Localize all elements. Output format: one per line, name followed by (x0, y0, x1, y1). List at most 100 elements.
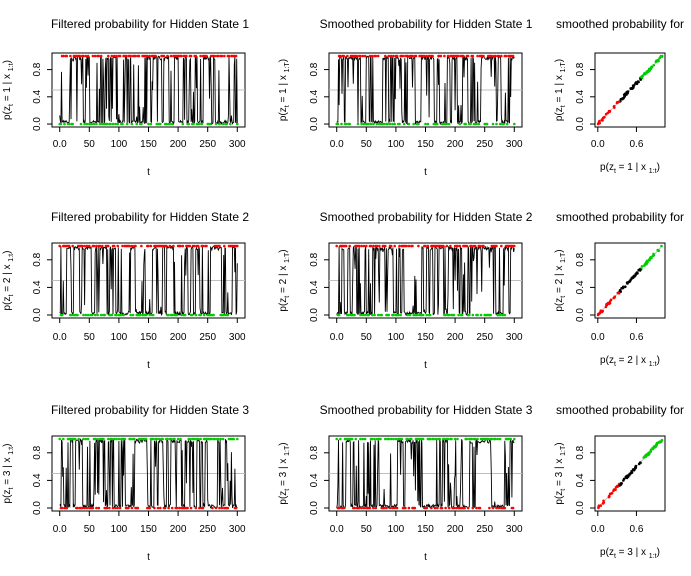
state-point (453, 437, 457, 441)
state-point (473, 244, 477, 248)
scatter-point (639, 78, 642, 81)
y-tick-label: 0.0 (575, 308, 586, 322)
label-part: = 3 | x (616, 547, 649, 558)
state-point (236, 244, 239, 248)
scatter-point (651, 447, 655, 451)
state-point (407, 244, 411, 248)
state-point (73, 437, 77, 441)
state-point (392, 54, 395, 58)
state-point (496, 437, 500, 441)
state-point (122, 313, 125, 317)
state-point (99, 313, 103, 317)
state-point (411, 244, 414, 248)
state-point (112, 54, 116, 58)
scatter-point (619, 482, 623, 485)
state-point (118, 506, 122, 510)
state-point (127, 506, 130, 510)
x-tick-label: 100 (388, 332, 405, 343)
state-point (504, 54, 508, 58)
panel-state2-comparison: smoothed probability for 0.0 0.6 0.0 0.4 0.8 p… (554, 210, 684, 368)
state-point (86, 437, 90, 441)
y-axis-label: p(zt = 1 | x 1:t) (2, 60, 15, 120)
x-tick-label: 200 (447, 139, 464, 150)
state-point (380, 313, 384, 317)
state-point (202, 313, 206, 317)
state-point (473, 437, 477, 441)
state-point (344, 244, 348, 248)
state-point (236, 437, 239, 441)
state-point (353, 506, 356, 510)
label-part: = 2 | x (554, 263, 565, 296)
state-point (434, 437, 438, 441)
state-point (421, 437, 425, 441)
state-point (466, 506, 470, 510)
state-point (107, 437, 110, 441)
state-point (374, 54, 378, 58)
scatter-point (652, 252, 655, 256)
y-tick-label: 0.8 (309, 62, 320, 76)
state-point (369, 244, 373, 248)
state-point (198, 506, 201, 510)
plot-area (52, 54, 245, 126)
state-point (221, 437, 225, 441)
plot-area (52, 437, 245, 510)
state-point (169, 437, 173, 441)
state-point (414, 54, 418, 58)
state-point (337, 506, 341, 510)
scatter-point (621, 286, 625, 290)
state-point (458, 122, 462, 126)
x-tick-label: 150 (417, 139, 434, 150)
state-point (478, 506, 482, 510)
state-point (95, 506, 98, 510)
scatter-point (634, 82, 637, 85)
state-point (168, 244, 172, 248)
state-point (385, 506, 388, 510)
scatter-point (647, 453, 651, 456)
state-point (346, 54, 349, 58)
state-point (471, 506, 475, 510)
state-point (415, 313, 419, 317)
state-point (392, 313, 395, 317)
state-point (384, 54, 387, 58)
state-point (511, 506, 515, 510)
state-point (388, 122, 392, 126)
state-point (173, 437, 176, 441)
state-point (513, 122, 516, 126)
scatter-point (640, 75, 643, 78)
state-point (406, 54, 410, 58)
x-tick-label: 0.0 (53, 139, 67, 150)
state-point (428, 313, 432, 317)
state-point (214, 506, 218, 510)
label-part: t (560, 296, 567, 298)
state-point (223, 244, 226, 248)
state-point (425, 54, 429, 58)
y-tick-label: 0.4 (32, 89, 43, 103)
plot-box (594, 435, 666, 512)
state-point (476, 437, 479, 441)
state-point (455, 506, 458, 510)
label-part: = 1 | x (554, 72, 565, 105)
scatter-point (648, 451, 651, 454)
state-point (348, 244, 352, 248)
y-tick-label: 0.4 (309, 473, 320, 487)
state-point (76, 506, 79, 510)
state-point (62, 437, 65, 441)
state-point (199, 437, 202, 441)
state-point (85, 506, 89, 510)
x-tick-label: 100 (111, 139, 128, 150)
state-point (84, 54, 88, 58)
state-point (67, 244, 71, 248)
state-point (490, 54, 494, 58)
scatter-point (624, 285, 627, 289)
state-point (482, 54, 485, 58)
state-point (194, 54, 198, 58)
state-point (58, 244, 61, 248)
x-tick-label: 50 (361, 139, 373, 150)
plot-area (597, 438, 664, 510)
state-point (375, 244, 379, 248)
state-point (446, 437, 450, 441)
state-point (407, 122, 411, 126)
state-point (389, 54, 393, 58)
x-tick-label: 200 (170, 524, 187, 535)
panel-title: Smoothed probability for Hidden State 3 (320, 403, 533, 417)
